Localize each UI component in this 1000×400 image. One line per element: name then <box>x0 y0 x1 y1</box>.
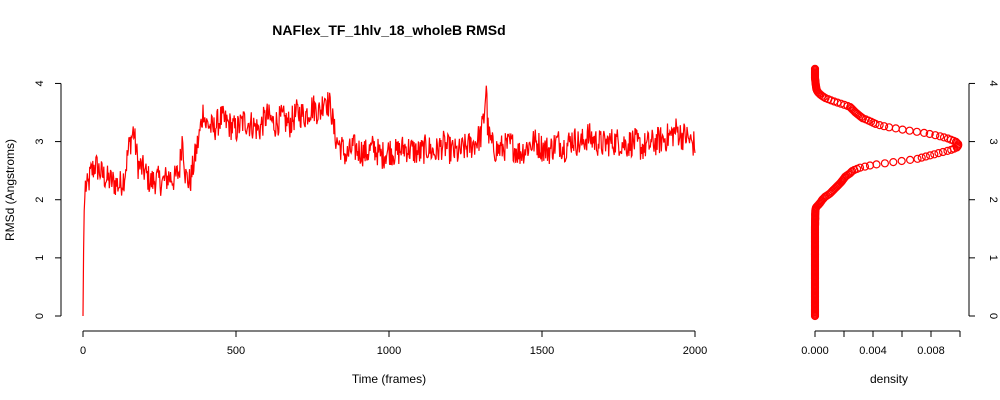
density-y-tick-label: 3 <box>987 139 999 145</box>
density-point <box>939 133 949 142</box>
density-points <box>810 64 963 321</box>
density-y-tick-label: 2 <box>987 197 999 203</box>
x-tick-label: 0 <box>80 345 86 357</box>
x-tick-label: 500 <box>227 345 245 357</box>
density-point <box>810 64 820 74</box>
density-point <box>930 150 939 159</box>
density-plot: density 0.000 0.004 0.008 0 1 2 3 4 <box>801 64 999 386</box>
x-axis-label: Time (frames) <box>352 372 426 386</box>
x-axis: 0 500 1000 1500 2000 <box>80 330 707 357</box>
density-point <box>860 162 870 171</box>
density-point <box>938 147 948 157</box>
density-y-tick-label: 4 <box>987 80 999 86</box>
density-point <box>925 129 934 139</box>
rmsd-series-line <box>82 85 696 317</box>
density-point <box>921 152 931 161</box>
density-point <box>898 125 907 134</box>
density-point <box>879 122 889 131</box>
density-point <box>884 123 894 132</box>
density-y-axis: 0 1 2 3 4 <box>968 80 999 319</box>
density-point <box>905 126 914 135</box>
density-point <box>891 124 900 133</box>
density-y-tick-label: 1 <box>987 255 999 261</box>
density-point <box>934 149 943 158</box>
density-x-axis-label: density <box>870 372 908 386</box>
y-tick-label: 3 <box>34 139 46 145</box>
density-point <box>912 127 922 136</box>
density-point <box>897 156 906 166</box>
x-tick-label: 1500 <box>530 345 554 357</box>
y-tick-label: 4 <box>34 80 46 86</box>
y-axis: 0 1 2 3 4 <box>34 80 62 319</box>
density-point <box>905 155 915 164</box>
y-tick-label: 1 <box>34 255 46 261</box>
density-point <box>880 159 890 168</box>
density-point <box>917 153 926 162</box>
density-point <box>855 163 865 172</box>
x-tick-label: 2000 <box>683 345 707 357</box>
density-point <box>935 132 945 141</box>
density-x-tick-label: 0.004 <box>859 345 887 357</box>
chart-title: NAFlex_TF_1hlv_18_wholeB RMSd <box>272 22 505 38</box>
y-axis-label: RMSd (Angstroms) <box>3 139 17 241</box>
y-tick-label: 0 <box>34 313 46 319</box>
x-tick-label: 1000 <box>377 345 401 357</box>
y-tick-label: 2 <box>34 197 46 203</box>
density-point <box>872 160 881 169</box>
density-x-axis: 0.000 0.004 0.008 <box>801 330 961 357</box>
density-point <box>913 154 922 163</box>
density-x-tick-label: 0.008 <box>917 345 945 357</box>
density-point <box>865 161 875 170</box>
density-point <box>931 131 940 140</box>
density-point <box>925 151 935 160</box>
density-x-tick-label: 0.000 <box>801 345 829 357</box>
density-point <box>889 158 898 167</box>
main-plot: NAFlex_TF_1hlv_18_wholeB RMSd Time (fram… <box>3 22 707 386</box>
series-group <box>82 85 696 317</box>
density-point <box>943 134 953 143</box>
density-y-tick-label: 0 <box>987 313 999 319</box>
